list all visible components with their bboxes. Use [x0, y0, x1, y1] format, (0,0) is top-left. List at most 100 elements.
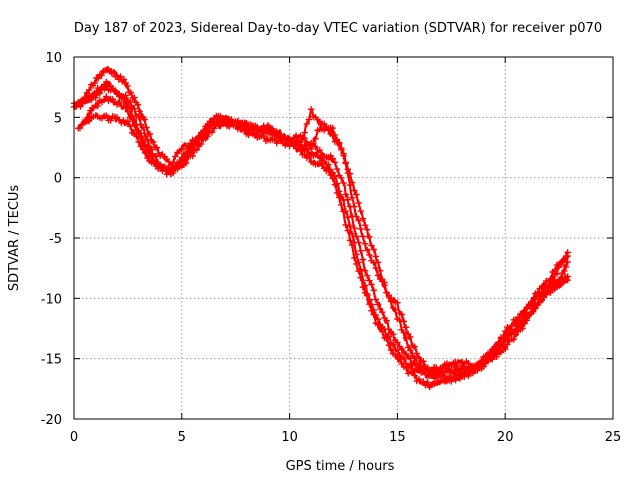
data-point — [564, 249, 571, 256]
data-point — [297, 132, 304, 140]
data-point — [131, 121, 138, 129]
data-point — [122, 104, 129, 112]
data-point — [407, 347, 414, 354]
data-point — [288, 137, 295, 145]
data-point — [336, 194, 343, 201]
data-point — [534, 289, 541, 296]
data-point — [148, 146, 155, 153]
data-point — [318, 160, 326, 167]
data-point — [94, 75, 102, 82]
data-point — [374, 301, 382, 308]
data-point — [336, 140, 343, 148]
data-point — [131, 105, 138, 112]
y-tick-label: -15 — [41, 353, 62, 368]
data-point — [553, 280, 561, 287]
data-point — [103, 93, 110, 100]
data-point — [103, 112, 110, 119]
x-tick-label: 15 — [389, 430, 406, 445]
data-point — [355, 199, 362, 207]
data-point — [340, 179, 347, 187]
data-point — [342, 191, 349, 198]
x-tick-label: 0 — [70, 430, 78, 445]
data-point — [366, 233, 373, 240]
data-point — [206, 122, 213, 129]
data-point — [411, 372, 418, 379]
data-point — [420, 378, 427, 385]
data-point — [312, 143, 319, 151]
data-point — [344, 196, 351, 203]
data-point — [398, 311, 405, 318]
data-point — [120, 76, 128, 83]
data-point — [357, 274, 364, 281]
data-point — [189, 152, 196, 160]
data-point — [536, 299, 543, 306]
data-point — [133, 133, 140, 140]
data-point — [85, 118, 93, 125]
data-point — [353, 233, 360, 240]
data-point — [98, 84, 106, 92]
data-point — [355, 268, 362, 275]
data-point — [372, 264, 379, 272]
data-point — [170, 159, 177, 166]
data-point — [342, 160, 349, 167]
data-point — [493, 353, 500, 360]
data-point — [370, 246, 377, 253]
data-point — [553, 270, 561, 278]
data-point — [385, 342, 392, 349]
x-tick-label: 25 — [605, 430, 622, 445]
data-point — [331, 159, 339, 166]
data-point — [398, 346, 405, 353]
y-tick-label: -10 — [41, 292, 62, 307]
data-point — [312, 135, 319, 143]
data-point — [357, 207, 364, 215]
data-point — [127, 89, 135, 96]
data-point — [512, 331, 520, 338]
y-tick-label: -20 — [41, 413, 62, 428]
data-point — [124, 108, 132, 115]
data-point — [357, 225, 364, 233]
data-point — [92, 92, 99, 99]
data-point — [361, 222, 369, 229]
data-point — [392, 306, 399, 313]
data-point — [476, 364, 483, 371]
data-point — [368, 281, 375, 288]
data-point — [91, 79, 98, 87]
data-point — [359, 256, 367, 263]
data-point — [351, 203, 358, 210]
data-point — [117, 73, 124, 80]
data-point — [424, 379, 431, 386]
data-point — [344, 214, 351, 221]
data-point — [210, 125, 218, 132]
data-point — [387, 346, 395, 354]
data-point — [502, 328, 509, 335]
data-point — [141, 132, 149, 140]
data-point — [94, 102, 101, 110]
data-point — [348, 179, 356, 186]
data-point — [301, 135, 308, 142]
data-point — [383, 289, 390, 296]
data-point — [359, 215, 367, 222]
data-point — [407, 333, 414, 341]
data-point — [346, 222, 354, 230]
data-point — [396, 316, 403, 324]
data-point — [325, 124, 332, 132]
x-tick-label: 10 — [281, 430, 298, 445]
series-markers — [70, 78, 571, 385]
data-point — [411, 343, 418, 350]
data-point — [308, 106, 315, 113]
data-point — [471, 363, 479, 370]
data-point — [562, 263, 570, 270]
data-point — [342, 221, 349, 229]
data-point — [504, 341, 511, 348]
data-point — [348, 241, 356, 249]
data-point — [366, 277, 373, 284]
data-point — [465, 360, 472, 367]
data-point — [379, 328, 386, 335]
data-point — [402, 324, 410, 331]
data-point — [305, 152, 313, 159]
data-point — [514, 314, 522, 321]
data-point — [152, 153, 160, 160]
data-point — [124, 118, 132, 125]
data-point — [564, 258, 571, 266]
data-point — [510, 336, 517, 343]
